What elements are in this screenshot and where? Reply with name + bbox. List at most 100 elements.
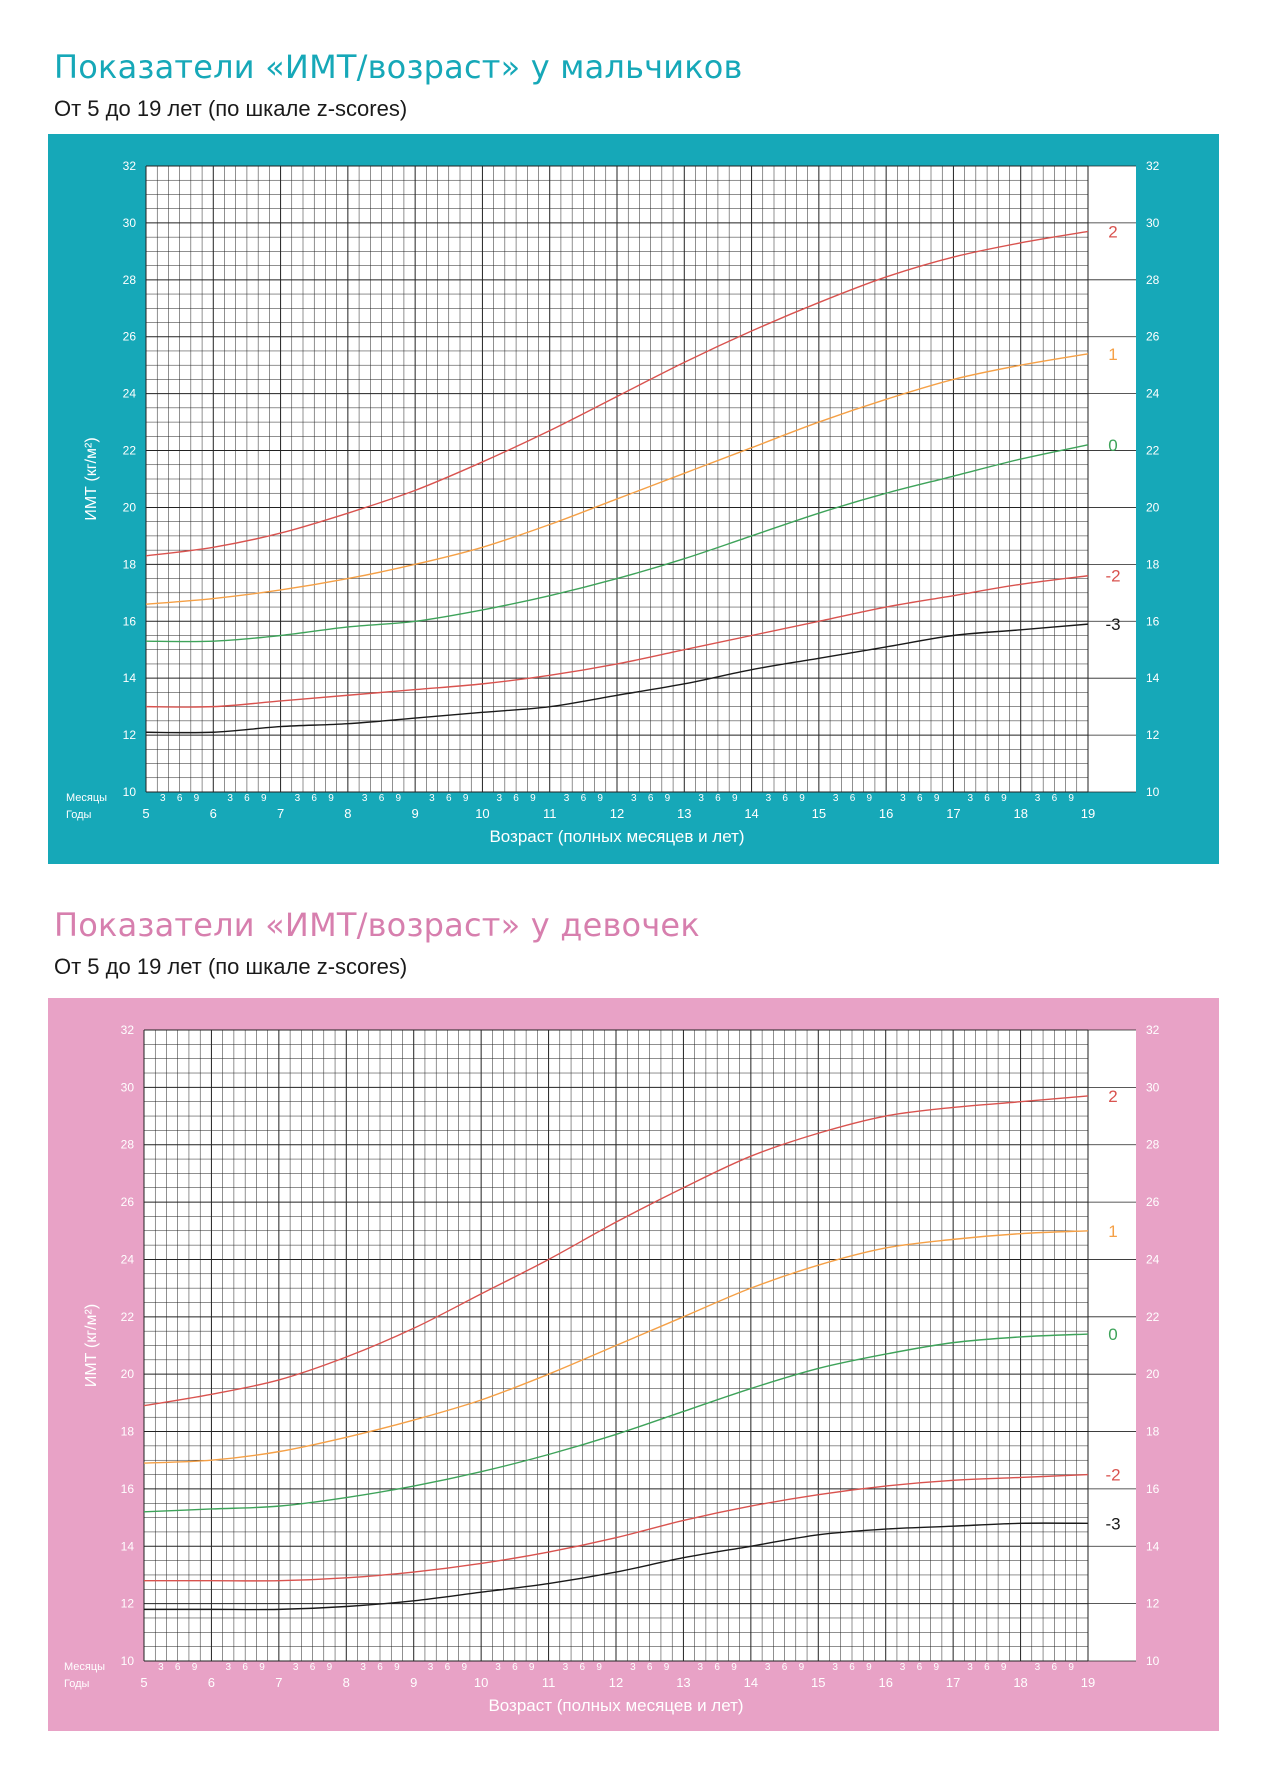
- boys-xtick-month: 9: [934, 793, 940, 804]
- girls-ytick-right: 26: [1146, 1195, 1160, 1209]
- girls-xtick-month: 3: [832, 1662, 838, 1673]
- girls-xtick-year: 17: [946, 1675, 960, 1690]
- girls-xtick-year: 18: [1013, 1675, 1027, 1690]
- boys-ytick-left: 24: [123, 387, 137, 401]
- boys-xtick-month: 6: [1052, 793, 1058, 804]
- girls-chart-title: Показатели «ИМТ/возраст» у девочек: [54, 906, 700, 944]
- girls-years-label: Годы: [64, 1678, 90, 1690]
- girls-series-line-z1: [143, 1230, 1089, 1464]
- boys-xtick-month: 9: [597, 793, 603, 804]
- girls-xtick-month: 3: [360, 1662, 366, 1673]
- girls-xtick-month: 9: [934, 1662, 940, 1673]
- boys-xtick-month: 6: [513, 793, 519, 804]
- boys-xtick-month: 3: [227, 793, 233, 804]
- boys-ytick-left: 26: [123, 330, 137, 344]
- boys-xtick-month: 9: [1001, 793, 1007, 804]
- girls-ytick-left: 26: [121, 1195, 135, 1209]
- girls-ytick-left: 16: [121, 1482, 135, 1496]
- girls-series-line-z-2: [144, 1473, 1089, 1582]
- boys-x-axis-title: Возраст (полных месяцев и лет): [489, 827, 744, 846]
- girls-xtick-year: 10: [474, 1675, 488, 1690]
- girls-ytick-left: 30: [121, 1080, 135, 1094]
- girls-ytick-left: 18: [121, 1425, 135, 1439]
- boys-xtick-month: 6: [311, 793, 317, 804]
- girls-xtick-month: 9: [394, 1662, 400, 1673]
- girls-ytick-left: 10: [121, 1654, 135, 1668]
- boys-xtick-month: 6: [715, 793, 721, 804]
- boys-xtick-month: 3: [900, 793, 906, 804]
- boys-xtick-month: 3: [160, 793, 166, 804]
- boys-chart-title: Показатели «ИМТ/возраст» у мальчиков: [54, 48, 743, 86]
- girls-series-line-z-3: [144, 1522, 1089, 1611]
- boys-xtick-year: 8: [344, 806, 351, 821]
- girls-xtick-month: 6: [377, 1662, 383, 1673]
- boys-ytick-left: 30: [123, 216, 137, 230]
- boys-ytick-right: 18: [1146, 557, 1160, 571]
- boys-xtick-month: 3: [698, 793, 704, 804]
- girls-xtick-month: 9: [866, 1662, 872, 1673]
- boys-xtick-month: 6: [984, 793, 990, 804]
- girls-ytick-right: 30: [1146, 1080, 1160, 1094]
- boys-xtick-year: 13: [677, 806, 691, 821]
- boys-ytick-left: 32: [123, 159, 137, 173]
- boys-series-label-z1: 1: [1108, 345, 1117, 364]
- boys-xtick-month: 3: [564, 793, 570, 804]
- boys-ytick-left: 12: [123, 728, 137, 742]
- girls-xtick-year: 11: [542, 1675, 556, 1690]
- boys-xtick-month: 9: [396, 793, 402, 804]
- boys-years-label: Годы: [66, 809, 92, 821]
- girls-xtick-year: 13: [676, 1675, 690, 1690]
- boys-xtick-month: 3: [1035, 793, 1041, 804]
- girls-xtick-month: 6: [984, 1662, 990, 1673]
- girls-ytick-right: 22: [1146, 1310, 1160, 1324]
- girls-xtick-month: 3: [765, 1662, 771, 1673]
- girls-xtick-month: 9: [529, 1662, 535, 1673]
- girls-chart-panel: 10 10 12 12 14 14 16 16 18 18 20 20 22 22 24 24 26 26 28 28…: [48, 998, 1219, 1731]
- boys-xtick-month: 9: [867, 793, 873, 804]
- boys-xtick-month: 9: [194, 793, 200, 804]
- boys-xtick-month: 6: [782, 793, 788, 804]
- boys-xtick-month: 9: [1068, 793, 1074, 804]
- girls-xtick-month: 3: [226, 1662, 232, 1673]
- girls-ytick-right: 32: [1146, 1023, 1160, 1037]
- girls-chart-subtitle: От 5 до 19 лет (по шкале z-scores): [54, 954, 408, 979]
- girls-xtick-month: 9: [259, 1662, 265, 1673]
- boys-ytick-left: 20: [123, 500, 137, 514]
- girls-xtick-year: 19: [1081, 1675, 1095, 1690]
- girls-x-axis-title: Возраст (полных месяцев и лет): [488, 1696, 743, 1715]
- boys-xtick-year: 10: [475, 806, 489, 821]
- girls-grid: [143, 1029, 1089, 1662]
- girls-xtick-month: 3: [630, 1662, 636, 1673]
- girls-xtick-month: 6: [310, 1662, 316, 1673]
- boys-xtick-month: 3: [429, 793, 435, 804]
- boys-xtick-year: 18: [1013, 806, 1027, 821]
- girls-xtick-month: 3: [900, 1662, 906, 1673]
- boys-ytick-right: 28: [1146, 273, 1160, 287]
- girls-xtick-month: 9: [192, 1662, 198, 1673]
- girls-series-label-z0: 0: [1108, 1325, 1117, 1344]
- girls-ytick-right: 14: [1146, 1539, 1160, 1553]
- boys-xtick-month: 9: [799, 793, 805, 804]
- girls-series-line-z2: [143, 1095, 1089, 1407]
- girls-xtick-month: 6: [917, 1662, 923, 1673]
- boys-ytick-left: 28: [123, 273, 137, 287]
- girls-xtick-month: 6: [242, 1662, 248, 1673]
- girls-ytick-left: 28: [121, 1138, 135, 1152]
- boys-xtick-month: 3: [631, 793, 637, 804]
- girls-xtick-month: 9: [462, 1662, 468, 1673]
- boys-xtick-month: 6: [917, 793, 923, 804]
- boys-xtick-month: 3: [833, 793, 839, 804]
- boys-ytick-right: 12: [1146, 728, 1160, 742]
- boys-xtick-month: 6: [581, 793, 587, 804]
- boys-series-label-z2: 2: [1108, 222, 1117, 241]
- boys-xtick-month: 9: [530, 793, 536, 804]
- girls-xtick-month: 3: [158, 1662, 164, 1673]
- girls-ytick-left: 20: [121, 1367, 135, 1381]
- boys-xtick-month: 6: [446, 793, 452, 804]
- girls-xtick-month: 9: [596, 1662, 602, 1673]
- girls-ytick-right: 12: [1146, 1597, 1160, 1611]
- boys-xtick-month: 6: [379, 793, 385, 804]
- boys-xtick-month: 3: [362, 793, 368, 804]
